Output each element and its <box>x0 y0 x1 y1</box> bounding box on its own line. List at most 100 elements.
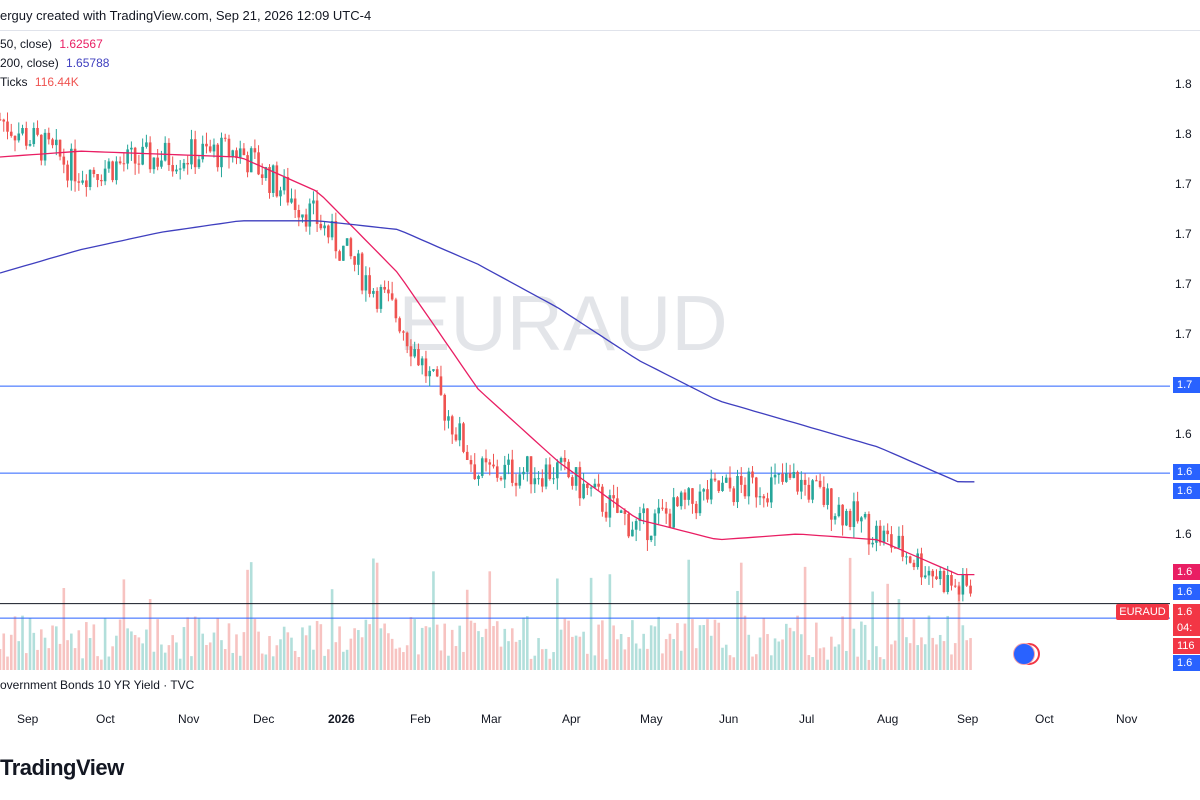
volume-bar <box>788 627 792 670</box>
volume-bar <box>807 655 811 670</box>
volume-bar <box>443 623 447 670</box>
candle-body <box>773 474 777 478</box>
legend-ma200[interactable]: 200, close) 1.65788 <box>0 56 109 70</box>
volume-bar <box>462 651 465 670</box>
volume-bar <box>856 656 859 670</box>
volume-bar <box>518 639 522 670</box>
candle-body <box>443 394 447 421</box>
volume-bar <box>830 636 833 670</box>
candle-body <box>758 496 762 498</box>
volume-bar <box>375 562 379 670</box>
volume-bar <box>390 638 394 670</box>
volume-bar <box>942 641 946 670</box>
candle-body <box>544 464 548 487</box>
candle-body <box>623 510 627 514</box>
candle-body <box>282 177 286 191</box>
candle-body <box>938 570 942 580</box>
candle-body <box>462 423 465 452</box>
volume-bar <box>264 654 268 670</box>
candle-body <box>890 534 893 548</box>
volume-bar <box>473 622 477 670</box>
volume-bar <box>837 644 841 670</box>
candle-body <box>178 168 182 170</box>
volume-bar <box>9 634 13 670</box>
volume-bar <box>736 590 739 670</box>
volume-bar <box>345 649 349 670</box>
candle-body <box>387 289 390 294</box>
candle-body <box>268 167 271 193</box>
volume-bar <box>687 559 691 670</box>
candle-body <box>383 286 386 290</box>
time-axis-label: Nov <box>1116 712 1138 726</box>
volume-bar <box>571 636 574 670</box>
volume-bar <box>286 632 290 670</box>
volume-bar <box>758 637 762 670</box>
legend-ma50[interactable]: 50, close) 1.62567 <box>0 37 103 51</box>
candle-body <box>275 165 279 197</box>
candle-body <box>586 483 589 488</box>
candle-body <box>627 513 630 537</box>
volume-bar <box>969 638 972 670</box>
candle-body <box>368 275 371 294</box>
volume-bar <box>148 599 152 670</box>
candle-body <box>394 299 398 319</box>
candle-body <box>28 144 32 146</box>
candle-body <box>100 179 103 182</box>
candle-body <box>85 180 88 188</box>
volume-bar <box>488 571 492 670</box>
candle-body <box>51 139 54 146</box>
volume-bar <box>694 648 698 670</box>
chart-plot[interactable]: EURAUD <box>0 30 1170 670</box>
candle-body <box>897 535 901 548</box>
candle-body <box>235 150 238 159</box>
candle-body <box>732 488 736 503</box>
legend-ma200-value: 1.65788 <box>66 56 110 70</box>
legend-ticks[interactable]: Ticks 116.44K <box>0 75 79 89</box>
candle-body <box>115 161 118 181</box>
volume-bar <box>160 644 163 670</box>
volume-bar <box>420 627 424 670</box>
volume-bar <box>961 625 965 670</box>
candle-body <box>589 487 593 489</box>
volume-bar <box>920 637 923 670</box>
volume-bar <box>334 642 338 670</box>
candle-body <box>360 253 364 291</box>
candle-body <box>484 458 488 463</box>
volume-bar <box>387 633 390 670</box>
candle-body <box>122 163 126 165</box>
volume-bar <box>495 621 499 670</box>
volume-bar <box>17 641 21 670</box>
volume-bar <box>394 648 398 670</box>
candle-body <box>653 513 657 536</box>
volume-bar <box>529 658 533 670</box>
candle-body <box>492 464 495 467</box>
candle-body <box>208 146 212 152</box>
candle-body <box>661 507 664 509</box>
volume-bar <box>43 637 47 670</box>
candle-body <box>334 221 338 252</box>
candle-body <box>186 162 189 165</box>
candle-body <box>525 456 529 472</box>
candle-body <box>249 148 253 173</box>
candle-body <box>13 135 17 141</box>
volume-bar <box>826 659 829 670</box>
candle-body <box>867 513 871 545</box>
candle-body <box>736 475 739 503</box>
candle-body <box>58 139 62 157</box>
volume-bar <box>55 626 58 670</box>
volume-bar <box>878 657 882 670</box>
ma200-line <box>0 220 975 483</box>
volume-bar <box>315 620 319 670</box>
volume-bar <box>364 619 368 670</box>
compass-icon[interactable] <box>1014 644 1034 664</box>
candle-body <box>916 553 919 568</box>
candle-body <box>510 459 514 483</box>
volume-bar <box>845 650 848 670</box>
volume-bar <box>717 622 721 670</box>
legend-ticks-label: Ticks <box>0 75 28 89</box>
tradingview-logo[interactable]: TradingView <box>0 755 124 780</box>
volume-bar <box>867 659 871 670</box>
volume-bar <box>357 630 360 670</box>
candle-body <box>507 459 510 465</box>
candle-body <box>349 238 353 257</box>
